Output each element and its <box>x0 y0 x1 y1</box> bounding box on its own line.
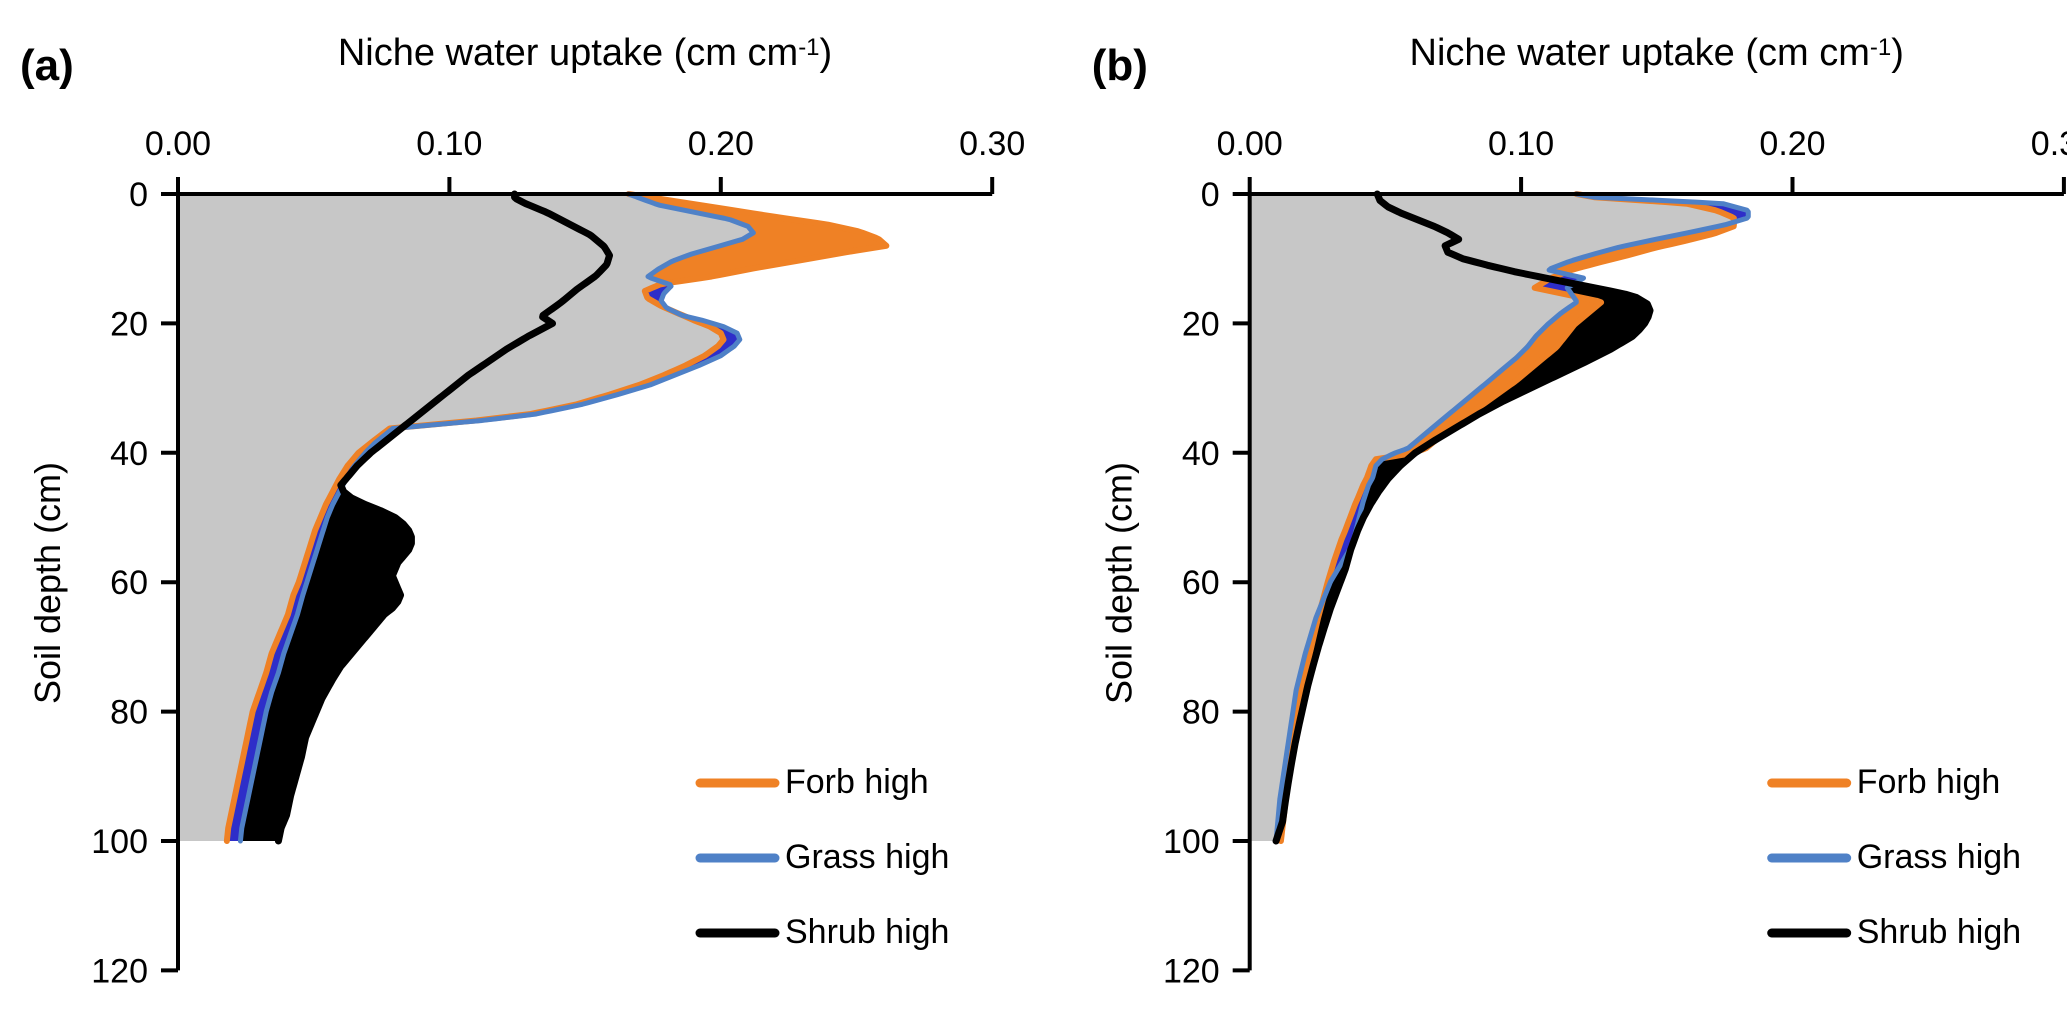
svg-text:(a): (a) <box>20 41 74 90</box>
svg-text:40: 40 <box>1182 435 1220 473</box>
svg-text:120: 120 <box>91 952 148 990</box>
svg-text:0.00: 0.00 <box>1217 125 1283 163</box>
svg-text:80: 80 <box>1182 694 1220 732</box>
svg-text:100: 100 <box>91 823 148 861</box>
svg-text:40: 40 <box>110 435 148 473</box>
svg-text:Grass high: Grass high <box>785 838 949 876</box>
svg-text:0.20: 0.20 <box>1759 125 1825 163</box>
svg-text:120: 120 <box>1163 952 1220 990</box>
svg-text:0.10: 0.10 <box>1488 125 1554 163</box>
svg-text:Forb high: Forb high <box>1857 763 2001 801</box>
svg-text:(b): (b) <box>1092 41 1148 90</box>
svg-text:0.00: 0.00 <box>145 125 211 163</box>
svg-text:Soil depth (cm): Soil depth (cm) <box>27 462 68 704</box>
svg-text:Shrub high: Shrub high <box>1857 913 2021 951</box>
svg-text:0.20: 0.20 <box>688 125 754 163</box>
svg-text:0.30: 0.30 <box>2031 125 2067 163</box>
svg-text:0: 0 <box>1201 176 1220 214</box>
svg-text:Shrub high: Shrub high <box>785 913 949 951</box>
svg-text:60: 60 <box>110 564 148 602</box>
svg-text:20: 20 <box>1182 305 1220 343</box>
svg-text:Forb high: Forb high <box>785 763 929 801</box>
svg-text:Niche water uptake (cm cm-1): Niche water uptake (cm cm-1) <box>338 32 832 74</box>
svg-text:Niche water uptake (cm cm-1): Niche water uptake (cm cm-1) <box>1410 32 1904 74</box>
svg-text:0.10: 0.10 <box>416 125 482 163</box>
svg-text:0.30: 0.30 <box>959 125 1025 163</box>
svg-text:60: 60 <box>1182 564 1220 602</box>
svg-text:Grass high: Grass high <box>1857 838 2021 876</box>
svg-text:80: 80 <box>110 694 148 732</box>
svg-text:0: 0 <box>129 176 148 214</box>
svg-text:20: 20 <box>110 305 148 343</box>
svg-text:100: 100 <box>1163 823 1220 861</box>
svg-text:Soil depth (cm): Soil depth (cm) <box>1099 462 1140 704</box>
